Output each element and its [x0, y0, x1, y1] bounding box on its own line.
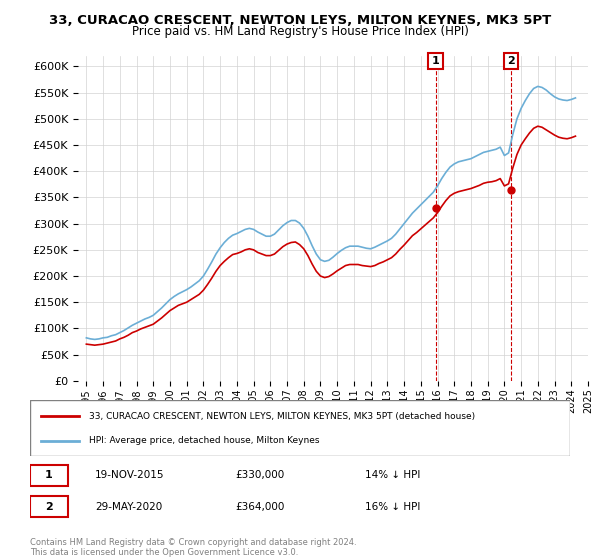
- Text: 29-MAY-2020: 29-MAY-2020: [95, 502, 162, 512]
- Text: 1: 1: [432, 56, 440, 66]
- Text: 33, CURACAO CRESCENT, NEWTON LEYS, MILTON KEYNES, MK3 5PT (detached house): 33, CURACAO CRESCENT, NEWTON LEYS, MILTO…: [89, 412, 476, 421]
- Text: 2: 2: [45, 502, 53, 512]
- Text: 16% ↓ HPI: 16% ↓ HPI: [365, 502, 420, 512]
- Text: HPI: Average price, detached house, Milton Keynes: HPI: Average price, detached house, Milt…: [89, 436, 320, 445]
- Text: 1: 1: [45, 470, 53, 480]
- FancyBboxPatch shape: [30, 400, 570, 456]
- Text: 14% ↓ HPI: 14% ↓ HPI: [365, 470, 420, 480]
- Text: Contains HM Land Registry data © Crown copyright and database right 2024.
This d: Contains HM Land Registry data © Crown c…: [30, 538, 356, 557]
- Text: 19-NOV-2015: 19-NOV-2015: [95, 470, 164, 480]
- FancyBboxPatch shape: [30, 465, 68, 486]
- FancyBboxPatch shape: [30, 496, 68, 517]
- Text: £330,000: £330,000: [235, 470, 284, 480]
- Text: £364,000: £364,000: [235, 502, 284, 512]
- Text: 33, CURACAO CRESCENT, NEWTON LEYS, MILTON KEYNES, MK3 5PT: 33, CURACAO CRESCENT, NEWTON LEYS, MILTO…: [49, 14, 551, 27]
- Text: 2: 2: [508, 56, 515, 66]
- Text: Price paid vs. HM Land Registry's House Price Index (HPI): Price paid vs. HM Land Registry's House …: [131, 25, 469, 38]
